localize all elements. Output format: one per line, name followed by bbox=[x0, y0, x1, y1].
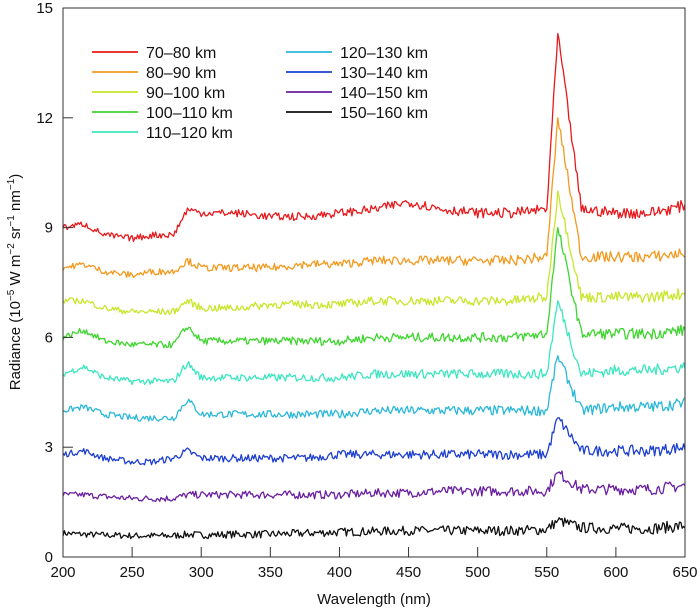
legend-label: 150–160 km bbox=[340, 105, 428, 122]
y-label-exp: −2 bbox=[6, 243, 17, 255]
legend-item: 100–110 km bbox=[92, 105, 233, 122]
x-tick-label: 350 bbox=[258, 564, 283, 581]
x-tick-label: 600 bbox=[603, 564, 628, 581]
x-axis-label: Wavelength (nm) bbox=[317, 591, 431, 608]
series-line-4 bbox=[62, 300, 686, 386]
legend-item: 130–140 km bbox=[286, 65, 428, 82]
legend-item: 110–120 km bbox=[92, 125, 233, 142]
y-label-exp: −1 bbox=[6, 215, 17, 227]
plot-frame bbox=[62, 7, 686, 558]
y-tick-label: 15 bbox=[36, 0, 53, 17]
legend-label: 130–140 km bbox=[340, 65, 428, 82]
legend-label: 120–130 km bbox=[340, 45, 428, 62]
legend-item: 80–90 km bbox=[92, 65, 216, 82]
x-tick-label: 300 bbox=[189, 564, 214, 581]
legend-item: 150–160 km bbox=[286, 105, 428, 122]
legend-item: 140–150 km bbox=[286, 85, 428, 102]
y-label-exp: −1 bbox=[6, 178, 17, 190]
series-line-1 bbox=[62, 117, 686, 279]
x-tick-label: 550 bbox=[534, 564, 559, 581]
y-label-part: ) bbox=[7, 174, 24, 179]
y-label-part: W m bbox=[7, 255, 24, 290]
legend-label: 100–110 km bbox=[146, 105, 233, 122]
series-line-2 bbox=[62, 190, 686, 316]
x-tick-label: 500 bbox=[465, 564, 490, 581]
legend: 70–80 km 80–90 km 90–100 km 100–110 km 110–1… bbox=[92, 45, 428, 142]
y-label-part: sr bbox=[7, 227, 24, 244]
y-axis-label: Radiance (10−5 W m−2 sr−1 nm−1) bbox=[6, 174, 24, 391]
legend-label: 90–100 km bbox=[146, 85, 225, 102]
series-layer bbox=[62, 32, 686, 540]
y-label-part: nm bbox=[7, 190, 24, 215]
series-line-6 bbox=[62, 417, 686, 466]
y-tick-label: 0 bbox=[45, 549, 53, 566]
legend-label: 70–80 km bbox=[146, 45, 216, 62]
x-tick-label: 650 bbox=[672, 564, 697, 581]
series-line-3 bbox=[62, 226, 686, 349]
series-line-5 bbox=[62, 355, 686, 422]
x-tick-label: 400 bbox=[327, 564, 352, 581]
series-line-8 bbox=[62, 517, 686, 540]
legend-label: 140–150 km bbox=[340, 85, 428, 102]
legend-label: 80–90 km bbox=[146, 65, 216, 82]
legend-label: 110–120 km bbox=[146, 125, 233, 142]
x-tick-label: 200 bbox=[50, 564, 75, 581]
y-label-exp: −5 bbox=[6, 289, 17, 301]
y-tick-label: 6 bbox=[45, 329, 53, 346]
legend-item: 70–80 km bbox=[92, 45, 216, 62]
y-tick-label: 9 bbox=[45, 220, 53, 237]
x-tick-label: 450 bbox=[396, 564, 421, 581]
legend-item: 120–130 km bbox=[286, 45, 428, 62]
y-tick-label: 12 bbox=[36, 110, 53, 127]
x-tick-label: 250 bbox=[120, 564, 145, 581]
legend-item: 90–100 km bbox=[92, 85, 225, 102]
series-line-7 bbox=[62, 470, 686, 503]
y-label-part: Radiance (10 bbox=[7, 301, 24, 390]
series-line-0 bbox=[62, 32, 686, 243]
ticks-layer: 200 250 300 350 400 450 500 550 600 650 0 3 6 9 12 15 bbox=[36, 0, 697, 581]
y-tick-label: 3 bbox=[45, 439, 53, 456]
